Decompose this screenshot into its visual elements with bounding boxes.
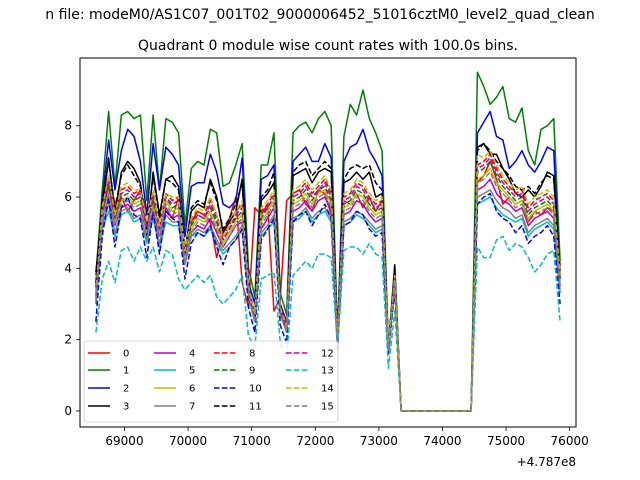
series-line-8 (95, 153, 561, 412)
x-tick-label: 70000 (169, 434, 207, 448)
series-line-10 (95, 192, 561, 412)
figure-suptitle: n file: modeM0/AS1C07_001T02_9000006452_… (45, 7, 594, 23)
legend-label-8: 8 (249, 349, 255, 360)
legend-label-14: 14 (321, 384, 334, 395)
axes-frame (79, 57, 577, 428)
x-offset-label: +4.787e8 (517, 455, 576, 469)
legend-label-15: 15 (321, 402, 334, 413)
y-tick-label: 2 (64, 333, 72, 347)
series-layer (95, 71, 561, 412)
series-line-9 (95, 160, 561, 412)
y-tick-label: 6 (64, 190, 72, 204)
legend-label-4: 4 (189, 349, 195, 360)
series-line-12 (95, 157, 561, 412)
series-line-5 (95, 196, 561, 412)
legend-label-13: 13 (321, 366, 334, 377)
chart-title: Quadrant 0 module wise count rates with … (138, 38, 518, 54)
series-line-13 (95, 235, 561, 412)
y-tick-label: 0 (64, 404, 72, 418)
legend-label-12: 12 (321, 349, 334, 360)
y-axis: 0 2 4 6 8 (64, 119, 80, 418)
series-line-11 (95, 142, 561, 412)
legend-label-0: 0 (123, 349, 129, 360)
series-line-15 (95, 171, 561, 412)
series-line-6 (95, 167, 561, 412)
x-tick-label: 69000 (105, 434, 143, 448)
legend-label-9: 9 (249, 366, 255, 377)
x-tick-label: 76000 (551, 434, 589, 448)
series-line-1 (95, 71, 561, 412)
series-line-2 (95, 110, 561, 412)
series-line-4 (95, 178, 561, 412)
legend-label-1: 1 (123, 366, 129, 377)
x-tick-label: 75000 (487, 434, 525, 448)
y-tick-label: 8 (64, 119, 72, 133)
series-line-14 (95, 149, 561, 412)
legend-label-10: 10 (249, 384, 262, 395)
x-tick-label: 71000 (233, 434, 271, 448)
x-tick-label: 74000 (423, 434, 461, 448)
legend-label-5: 5 (189, 366, 195, 377)
x-tick-label: 72000 (296, 434, 334, 448)
legend-label-7: 7 (189, 402, 195, 413)
x-tick-label: 73000 (360, 434, 398, 448)
x-axis: 69000 70000 71000 72000 73000 74000 75000 76000 (105, 427, 589, 448)
legend-label-11: 11 (249, 402, 262, 413)
legend-label-2: 2 (123, 384, 129, 395)
legend-label-3: 3 (123, 402, 129, 413)
y-tick-label: 4 (64, 261, 72, 275)
legend-label-6: 6 (189, 384, 195, 395)
legend-box (83, 340, 339, 423)
